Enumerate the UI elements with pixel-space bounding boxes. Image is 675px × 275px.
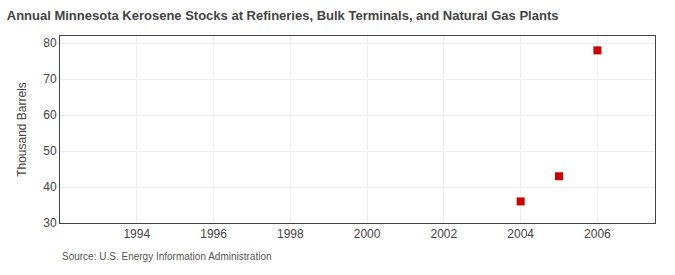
svg-text:2000: 2000 [354,227,381,241]
svg-text:1994: 1994 [123,227,150,241]
svg-text:2006: 2006 [584,227,611,241]
svg-text:Source: U.S. Energy Informatio: Source: U.S. Energy Information Administ… [62,251,272,262]
svg-text:80: 80 [43,36,57,50]
svg-text:1996: 1996 [200,227,227,241]
svg-text:60: 60 [43,108,57,122]
svg-text:2002: 2002 [431,227,458,241]
svg-text:Thousand Barrels: Thousand Barrels [15,82,29,177]
svg-text:70: 70 [43,72,57,86]
svg-text:1998: 1998 [277,227,304,241]
svg-text:50: 50 [43,144,57,158]
svg-text:2004: 2004 [507,227,534,241]
svg-text:30: 30 [43,216,57,230]
svg-text:Annual Minnesota Kerosene Stoc: Annual Minnesota Kerosene Stocks at Refi… [7,8,559,23]
svg-text:40: 40 [43,180,57,194]
